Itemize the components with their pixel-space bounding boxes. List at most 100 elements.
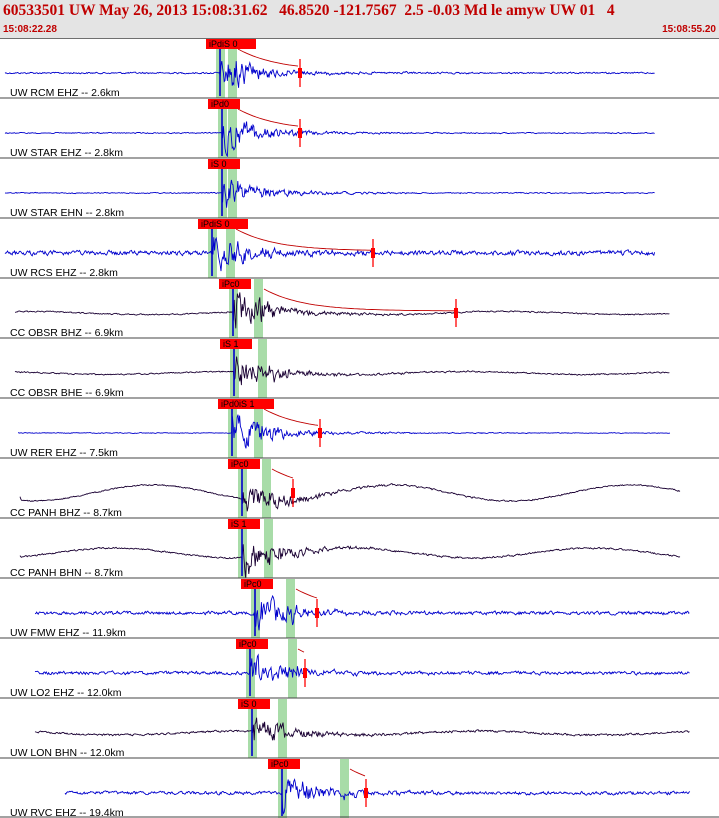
pick-window xyxy=(228,39,237,98)
pick-window xyxy=(340,759,349,818)
pick-window xyxy=(228,159,237,218)
pick-tag-label: iPc0 xyxy=(244,579,262,589)
waveform xyxy=(64,778,691,815)
trace-row[interactable]: iS 0 UW LON BHN -- 12.0km xyxy=(0,697,719,759)
coda-pick-marker[interactable] xyxy=(303,668,307,678)
pick-tag[interactable]: iPdiS 0 xyxy=(198,219,248,229)
coda-fit-curve xyxy=(349,768,366,777)
pick-window xyxy=(288,639,297,698)
pick-tag-label: iPc0 xyxy=(231,459,249,469)
pick-window xyxy=(226,219,235,278)
trace-row[interactable]: iS 1 CC OBSR BHE -- 6.9km xyxy=(0,337,719,399)
coda-fit-curve xyxy=(237,48,299,67)
pick-window xyxy=(254,399,263,458)
waveform xyxy=(14,292,670,329)
pick-tag-box xyxy=(241,579,273,589)
waveform xyxy=(34,594,690,631)
pick-tag-label: iPdiS 0 xyxy=(201,219,230,229)
pick-tag-box xyxy=(268,759,300,769)
coda-fit-curve xyxy=(295,588,318,599)
trace-row[interactable]: iPc0 CC PANH BHZ -- 8.7km xyxy=(0,457,719,519)
coda-fit-curve xyxy=(263,288,456,312)
pick-tag[interactable]: iS 0 xyxy=(208,159,240,169)
trace-row[interactable]: iPc0 UW FMW EHZ -- 11.9km xyxy=(0,577,719,639)
waveform xyxy=(17,414,671,449)
trace-row[interactable]: iPd0iS 1 UW RER EHZ -- 7.5km xyxy=(0,397,719,459)
pick-tag[interactable]: iPd0 xyxy=(208,99,240,109)
pick-tag-label: iS 0 xyxy=(241,699,257,709)
pick-tag-label: iPd0 xyxy=(211,99,229,109)
pick-tag[interactable]: iPc0 xyxy=(268,759,300,769)
coda-pick-marker[interactable] xyxy=(454,308,458,318)
station-label: CC PANH BHZ -- 8.7km xyxy=(10,507,122,519)
pick-tag[interactable]: iS 0 xyxy=(238,699,270,709)
trace-row[interactable]: iPd0 UW STAR EHZ -- 2.8km xyxy=(0,97,719,159)
pick-tag[interactable]: iPc0 xyxy=(236,639,268,649)
pick-window xyxy=(262,459,271,518)
pick-tag-box xyxy=(198,219,248,229)
pick-tag-box xyxy=(236,639,268,649)
trace-row[interactable]: iPdiS 0 UW RCM EHZ -- 2.6km xyxy=(0,38,719,99)
trace-row[interactable]: iPc0 UW RVC EHZ -- 19.4km xyxy=(0,757,719,818)
pick-window xyxy=(264,519,273,578)
pick-tag-box xyxy=(228,459,260,469)
station-label: UW STAR EHZ -- 2.8km xyxy=(10,147,123,159)
end-time: 15:08:55.20 xyxy=(662,24,716,35)
pick-tag-box xyxy=(220,339,252,349)
station-label: CC OBSR BHZ -- 6.9km xyxy=(10,327,123,339)
trace-row[interactable]: iS 0 UW STAR EHN -- 2.8km xyxy=(0,157,719,219)
trace-row[interactable]: iPc0 UW LO2 EHZ -- 12.0km xyxy=(0,637,719,699)
pick-window xyxy=(258,339,267,398)
coda-pick-marker[interactable] xyxy=(298,68,302,78)
trace-row[interactable]: iPc0 CC OBSR BHZ -- 6.9km xyxy=(0,277,719,339)
station-label: UW RVC EHZ -- 19.4km xyxy=(10,807,124,818)
coda-pick-marker[interactable] xyxy=(364,788,368,798)
coda-pick-marker[interactable] xyxy=(291,488,295,498)
event-title: 60533501 UW May 26, 2013 15:08:31.62 46.… xyxy=(3,2,615,19)
coda-pick-marker[interactable] xyxy=(315,608,319,618)
pick-tag[interactable]: iPd0iS 1 xyxy=(218,399,274,409)
pick-tag[interactable]: iPc0 xyxy=(219,279,251,289)
pick-tag[interactable]: iPdiS 0 xyxy=(206,39,256,49)
waveform xyxy=(14,356,670,386)
pick-tag-label: iS 1 xyxy=(231,519,247,529)
seismogram-panel[interactable]: iPdiS 0 UW RCM EHZ -- 2.6km iPd0 UW STAR EH… xyxy=(0,38,719,818)
pick-tag-label: iPdiS 0 xyxy=(209,39,238,49)
waveform xyxy=(19,544,681,578)
pick-tag[interactable]: iPc0 xyxy=(241,579,273,589)
coda-fit-curve xyxy=(297,648,305,653)
waveform xyxy=(19,483,681,512)
coda-pick-marker[interactable] xyxy=(318,428,322,438)
pick-tag[interactable]: iPc0 xyxy=(228,459,260,469)
coda-pick-marker[interactable] xyxy=(371,248,375,258)
station-label: UW FMW EHZ -- 11.9km xyxy=(10,627,126,639)
pick-tag-box xyxy=(219,279,251,289)
trace-row[interactable]: iPdiS 0 UW RCS EHZ -- 2.8km xyxy=(0,217,719,279)
pick-tag[interactable]: iS 1 xyxy=(220,339,252,349)
coda-pick-marker[interactable] xyxy=(298,128,302,138)
station-label: UW LON BHN -- 12.0km xyxy=(10,747,125,759)
station-label: UW RER EHZ -- 7.5km xyxy=(10,447,118,459)
pick-tag-box xyxy=(206,39,256,49)
trace-row[interactable]: iS 1 CC PANH BHN -- 8.7km xyxy=(0,517,719,579)
pick-window xyxy=(286,579,295,638)
pick-tag-label: iS 0 xyxy=(211,159,227,169)
waveform xyxy=(34,653,690,681)
pick-tag-box xyxy=(238,699,270,709)
pick-tag-label: iPd0iS 1 xyxy=(221,399,255,409)
station-label: UW RCS EHZ -- 2.8km xyxy=(10,267,118,279)
station-label: UW STAR EHN -- 2.8km xyxy=(10,207,124,219)
pick-tag-box xyxy=(208,99,240,109)
pick-tag-label: iPc0 xyxy=(239,639,257,649)
station-label: CC PANH BHN -- 8.7km xyxy=(10,567,123,579)
pick-tag-label: iS 1 xyxy=(223,339,239,349)
coda-fit-curve xyxy=(237,108,299,127)
pick-tag[interactable]: iS 1 xyxy=(228,519,260,529)
waveform xyxy=(4,121,655,158)
station-label: UW LO2 EHZ -- 12.0km xyxy=(10,687,122,699)
start-time: 15:08:22.28 xyxy=(3,24,57,35)
pick-tag-box xyxy=(208,159,240,169)
event-header: 60533501 UW May 26, 2013 15:08:31.62 46.… xyxy=(0,0,719,39)
waveform xyxy=(4,179,655,208)
station-label: UW RCM EHZ -- 2.6km xyxy=(10,87,120,99)
